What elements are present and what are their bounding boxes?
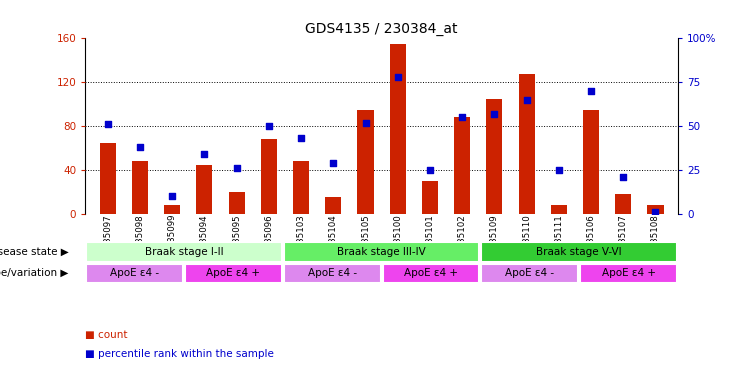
Point <box>199 151 210 157</box>
Bar <box>583 110 599 214</box>
Text: ApoE ε4 +: ApoE ε4 + <box>207 268 260 278</box>
Bar <box>86 242 282 262</box>
Text: ■ percentile rank within the sample: ■ percentile rank within the sample <box>85 349 274 359</box>
Bar <box>100 142 116 214</box>
Text: GSM735096: GSM735096 <box>265 214 273 266</box>
Text: GSM735103: GSM735103 <box>296 214 305 267</box>
Text: GSM735108: GSM735108 <box>651 214 660 267</box>
Bar <box>86 263 183 283</box>
Bar <box>357 110 373 214</box>
Bar <box>85 263 678 284</box>
Point <box>585 88 597 94</box>
Point <box>521 97 533 103</box>
Bar <box>486 99 502 214</box>
Point <box>166 193 178 199</box>
Text: GSM735098: GSM735098 <box>136 214 144 266</box>
Text: GSM735097: GSM735097 <box>103 214 113 266</box>
Text: Braak stage III-IV: Braak stage III-IV <box>337 247 426 257</box>
Text: GSM735104: GSM735104 <box>329 214 338 267</box>
Text: GSM735095: GSM735095 <box>232 214 241 266</box>
Text: GSM735101: GSM735101 <box>425 214 434 267</box>
Point <box>328 160 339 166</box>
Text: ApoE ε4 -: ApoE ε4 - <box>110 268 159 278</box>
Text: disease state ▶: disease state ▶ <box>0 247 69 257</box>
Text: ApoE ε4 +: ApoE ε4 + <box>404 268 458 278</box>
Bar <box>648 205 663 214</box>
Bar <box>284 242 479 262</box>
Title: GDS4135 / 230384_at: GDS4135 / 230384_at <box>305 22 458 36</box>
Bar <box>165 205 180 214</box>
Point <box>134 144 146 150</box>
Point <box>102 121 113 127</box>
Text: GSM735107: GSM735107 <box>619 214 628 267</box>
Point <box>359 119 371 126</box>
Bar <box>185 263 282 283</box>
Point <box>295 136 307 142</box>
Bar <box>454 118 471 214</box>
Text: GSM735111: GSM735111 <box>554 214 563 267</box>
Text: Braak stage I-II: Braak stage I-II <box>144 247 223 257</box>
Bar <box>382 263 479 283</box>
Text: ApoE ε4 -: ApoE ε4 - <box>308 268 356 278</box>
Point <box>392 74 404 80</box>
Bar <box>422 181 438 214</box>
Point <box>553 167 565 173</box>
Point <box>488 111 500 117</box>
Text: genotype/variation ▶: genotype/variation ▶ <box>0 268 69 278</box>
Point <box>456 114 468 121</box>
Text: Braak stage V-VI: Braak stage V-VI <box>536 247 622 257</box>
Text: GSM735109: GSM735109 <box>490 214 499 266</box>
Text: GSM735094: GSM735094 <box>200 214 209 266</box>
Point <box>424 167 436 173</box>
Text: ApoE ε4 +: ApoE ε4 + <box>602 268 656 278</box>
Text: GSM735099: GSM735099 <box>167 214 176 266</box>
Bar <box>551 205 567 214</box>
Bar <box>390 44 406 214</box>
Bar <box>85 241 678 263</box>
Bar <box>519 73 535 214</box>
Point <box>650 209 662 215</box>
Bar <box>615 194 631 214</box>
Text: GSM735106: GSM735106 <box>587 214 596 267</box>
Bar <box>293 161 309 214</box>
Bar <box>196 165 213 214</box>
Bar <box>325 197 342 214</box>
Text: ■ count: ■ count <box>85 330 127 340</box>
Bar <box>580 263 677 283</box>
Bar <box>261 139 277 214</box>
Text: GSM735105: GSM735105 <box>361 214 370 267</box>
Text: GSM735102: GSM735102 <box>458 214 467 267</box>
Text: ApoE ε4 -: ApoE ε4 - <box>505 268 554 278</box>
Point <box>263 123 275 129</box>
Text: GSM735100: GSM735100 <box>393 214 402 267</box>
Point <box>617 174 629 180</box>
Text: GSM735110: GSM735110 <box>522 214 531 267</box>
Bar <box>132 161 148 214</box>
Bar <box>482 242 677 262</box>
Bar <box>228 192 245 214</box>
Bar <box>284 263 381 283</box>
Bar <box>482 263 578 283</box>
Point <box>230 165 242 171</box>
